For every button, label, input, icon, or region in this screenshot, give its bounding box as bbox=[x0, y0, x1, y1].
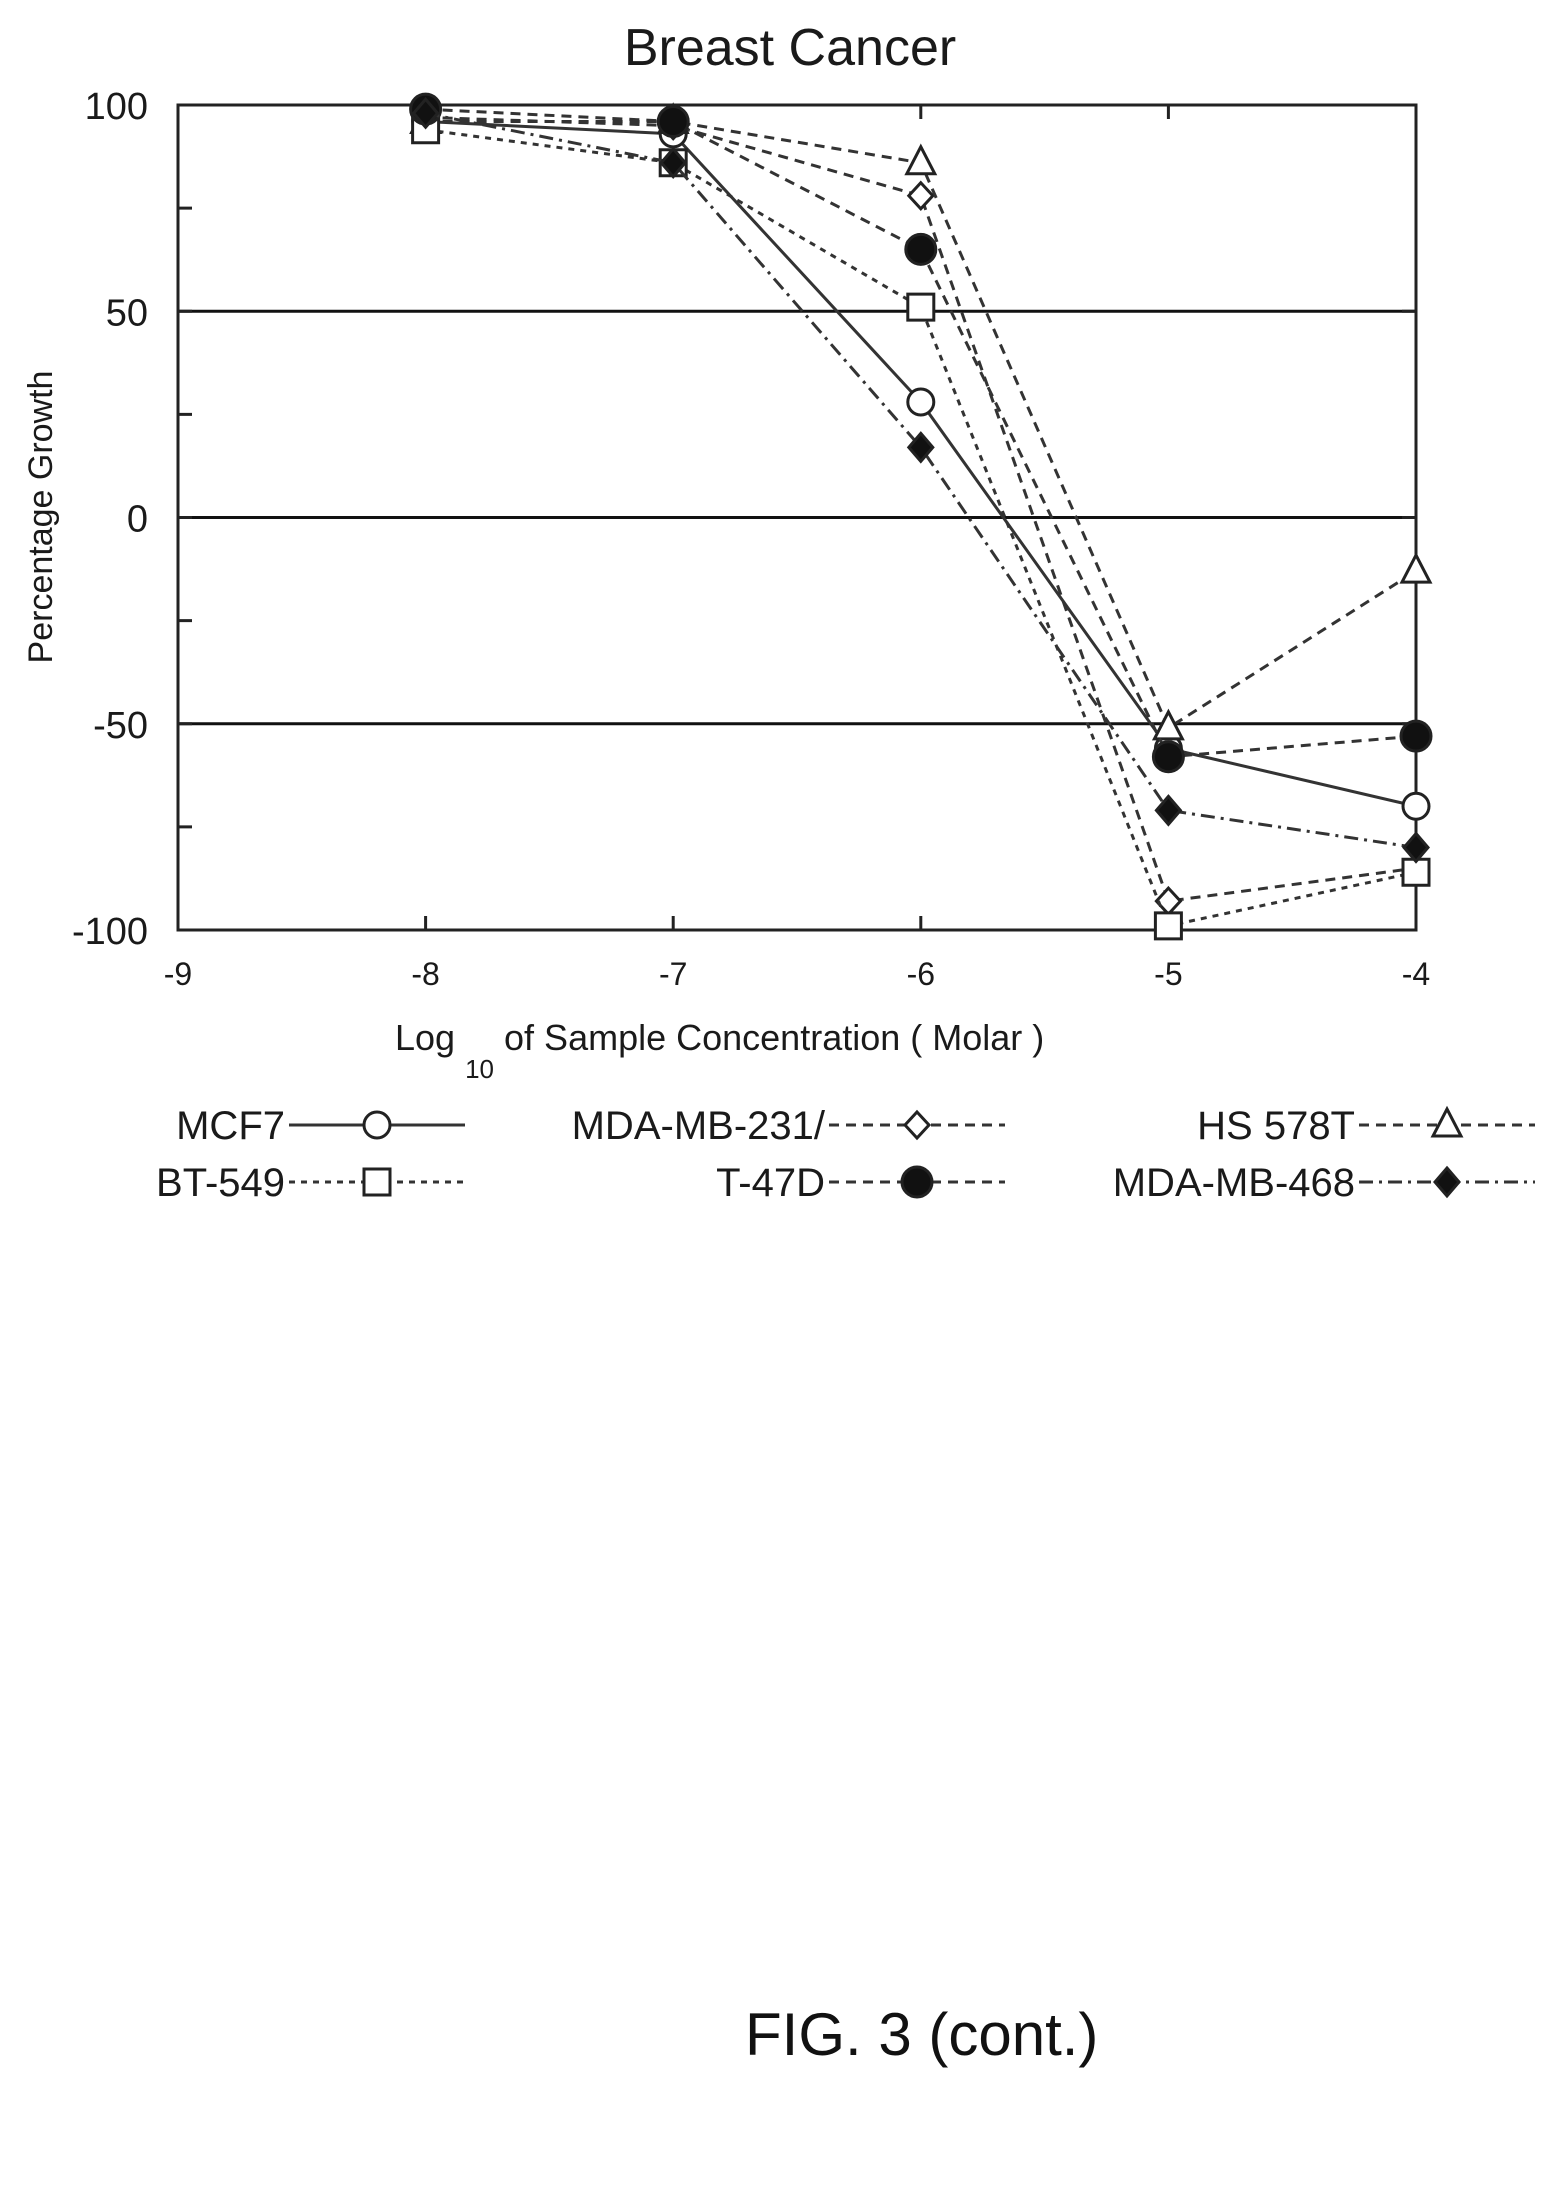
data-point bbox=[1154, 794, 1183, 827]
data-point bbox=[656, 105, 690, 138]
data-point bbox=[906, 292, 936, 322]
axis-ticks: 100 50 0 -50 -100 -9 -8 -7 -6 -5 -4 bbox=[72, 86, 1430, 992]
reference-lines bbox=[178, 309, 1416, 726]
legend-item: MCF7 bbox=[176, 1104, 465, 1148]
data-point bbox=[904, 232, 938, 266]
data-point bbox=[1399, 551, 1433, 584]
legend-item: BT-549 bbox=[156, 1161, 465, 1205]
y-tick-label: 50 bbox=[106, 292, 148, 334]
data-point bbox=[906, 431, 935, 464]
legend-marker bbox=[362, 1167, 392, 1197]
x-axis-label-rest: of Sample Concentration ( Molar ) bbox=[504, 1017, 1044, 1058]
legend: MCF7 MDA-MB-231/HS 578T BT-549 T-47D MDA-MB-… bbox=[156, 1104, 1535, 1205]
x-tick-label: -7 bbox=[659, 956, 687, 992]
data-point bbox=[411, 96, 440, 130]
series-line bbox=[425, 120, 1417, 731]
legend-label: T-47D bbox=[716, 1161, 825, 1205]
x-axis-label: Log 10 of Sample Concentration ( Molar ) bbox=[395, 1017, 1044, 1086]
x-tick-label: -9 bbox=[164, 956, 192, 992]
legend-label: MCF7 bbox=[176, 1104, 285, 1148]
chart-title: Breast Cancer bbox=[624, 19, 956, 77]
data-point bbox=[906, 180, 935, 211]
legend-item: HS 578T bbox=[1197, 1104, 1535, 1148]
data-point bbox=[1402, 831, 1430, 864]
legend-marker bbox=[1433, 1165, 1461, 1199]
legend-marker bbox=[900, 1165, 934, 1199]
y-tick-label: 100 bbox=[85, 86, 148, 128]
series-line bbox=[425, 111, 1417, 849]
legend-label: HS 578T bbox=[1197, 1104, 1355, 1148]
x-axis-label-main: Log bbox=[395, 1017, 455, 1058]
x-tick-label: -6 bbox=[907, 956, 935, 992]
data-point bbox=[659, 146, 688, 180]
data-point bbox=[1151, 708, 1185, 741]
data-point bbox=[1153, 911, 1183, 941]
legend-item: MDA-MB-468 bbox=[1113, 1161, 1535, 1205]
y-axis-label: Percentage Growth bbox=[22, 371, 60, 664]
data-point bbox=[1399, 719, 1433, 753]
data-point bbox=[906, 387, 936, 417]
legend-item: T-47D bbox=[716, 1161, 1005, 1205]
x-tick-label: -5 bbox=[1154, 956, 1182, 992]
data-point bbox=[1401, 791, 1431, 821]
legend-label: BT-549 bbox=[156, 1161, 285, 1205]
data-series bbox=[409, 92, 1433, 941]
series-line bbox=[425, 107, 1417, 759]
legend-marker bbox=[1430, 1105, 1464, 1138]
series-t-47d bbox=[409, 92, 1433, 774]
x-tick-label: -8 bbox=[411, 956, 439, 992]
data-point bbox=[904, 143, 938, 176]
y-tick-label: -50 bbox=[93, 705, 148, 747]
series-line bbox=[425, 115, 1417, 903]
series-mda-mb-231 bbox=[411, 102, 1431, 917]
legend-label: MDA-MB-468 bbox=[1113, 1161, 1355, 1205]
y-tick-label: -100 bbox=[72, 911, 148, 953]
legend-item: MDA-MB-231/ bbox=[572, 1104, 1005, 1148]
series-line bbox=[425, 128, 1417, 928]
data-point bbox=[1151, 740, 1185, 774]
series-mda-mb-468 bbox=[411, 96, 1430, 864]
series-mcf7 bbox=[411, 107, 1431, 821]
legend-marker bbox=[362, 1110, 392, 1140]
x-tick-label: -4 bbox=[1402, 956, 1430, 992]
x-axis-label-subscript: 10 bbox=[465, 1054, 494, 1084]
legend-label: MDA-MB-231/ bbox=[572, 1104, 826, 1148]
series-line bbox=[425, 120, 1417, 808]
legend-marker bbox=[902, 1109, 932, 1141]
figure-caption: FIG. 3 (cont.) bbox=[745, 2001, 1099, 2068]
y-tick-label: 0 bbox=[127, 499, 148, 541]
